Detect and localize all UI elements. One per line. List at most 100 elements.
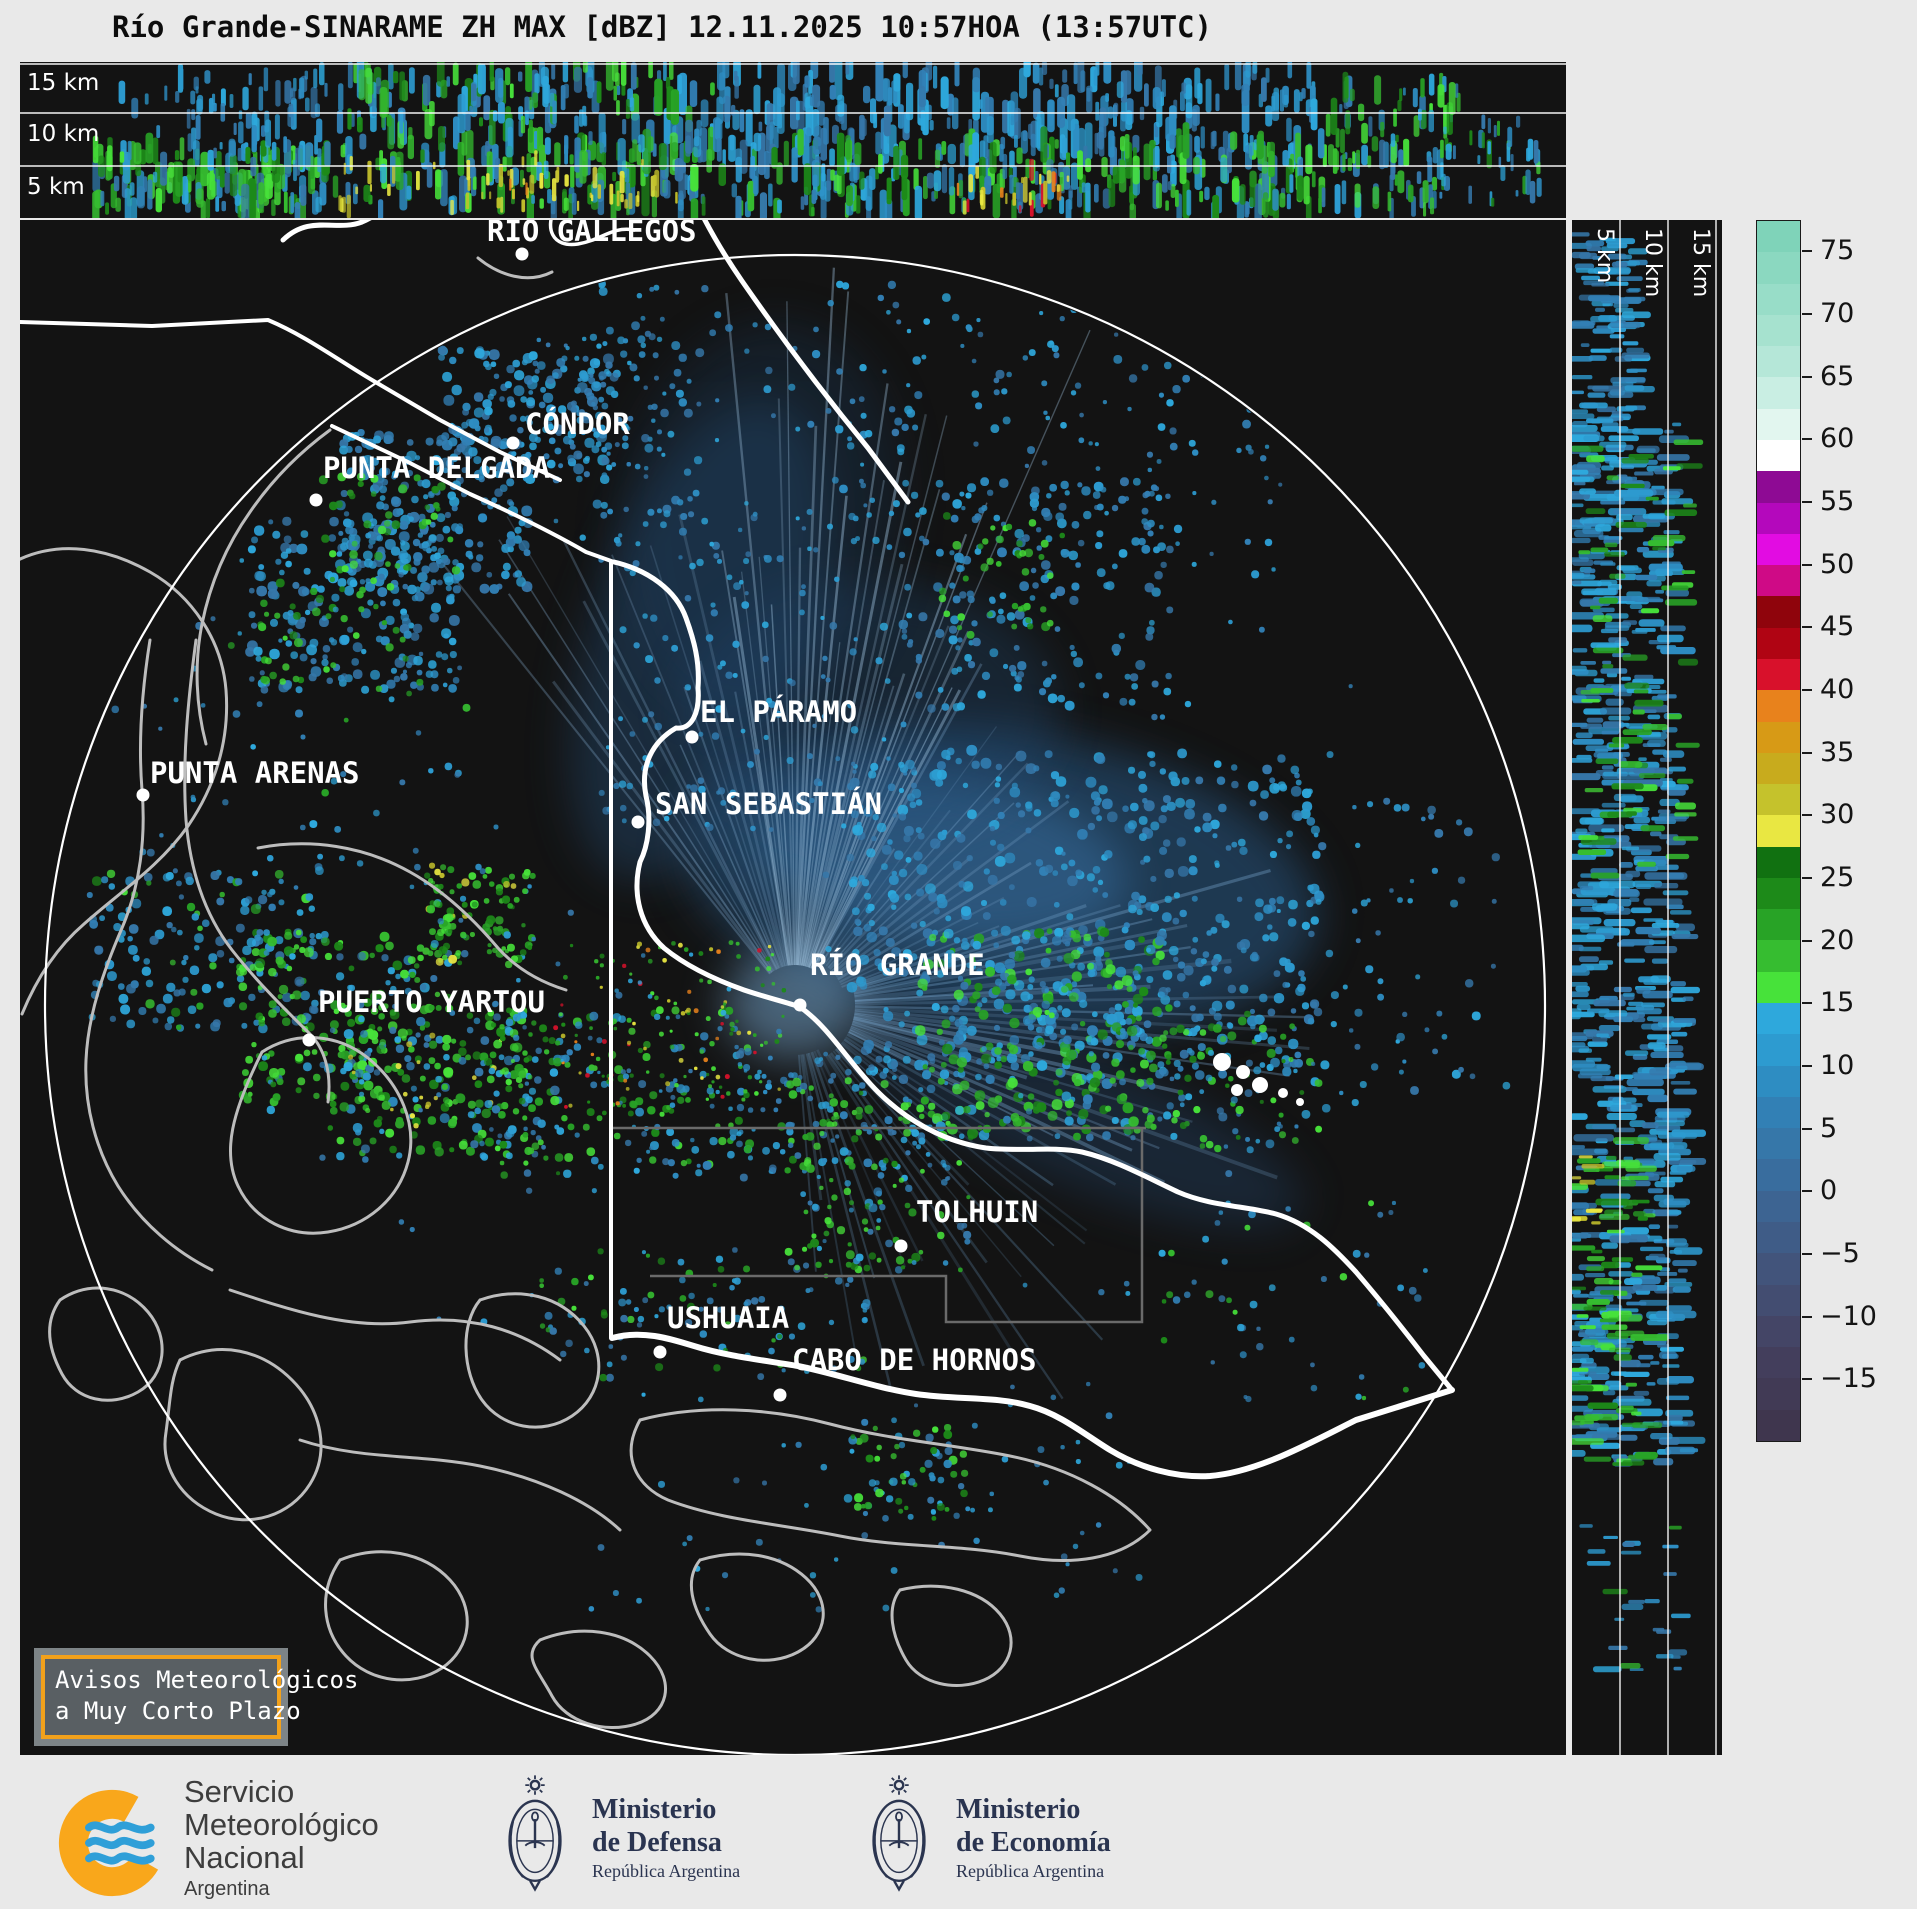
- city-dot-cabo-de-hornos: [773, 1388, 787, 1402]
- colorbar-band: [1757, 1034, 1800, 1066]
- coastline: [48, 1286, 164, 1402]
- radar-spoke: [843, 1038, 1054, 1187]
- coastline: [890, 1584, 1013, 1688]
- radar-spoke: [828, 762, 1029, 970]
- echo-region: [574, 280, 985, 523]
- radar-spoke: [498, 539, 775, 972]
- top-panel-altitude-labels: 15 km 10 km 5 km: [27, 70, 99, 200]
- colorbar-tick-mark: [1802, 1190, 1812, 1193]
- radar-spoke: [797, 495, 848, 966]
- defensa-line-2: de Defensa: [592, 1827, 722, 1858]
- colorbar-tick-mark: [1802, 1315, 1812, 1318]
- colorbar-band: [1757, 408, 1800, 440]
- colorbar-band: [1757, 784, 1800, 816]
- coastline: [330, 424, 616, 564]
- colorbar-band: [1757, 1284, 1800, 1316]
- echo-region: [898, 477, 1174, 713]
- colorbar-band: [1757, 283, 1800, 315]
- colorbar-band: [1757, 502, 1800, 534]
- coastline: [689, 1552, 825, 1662]
- colorbar-tick-label: 40: [1820, 674, 1855, 705]
- echo-region: [257, 577, 424, 692]
- coastline: [20, 318, 562, 482]
- echo-region: [956, 158, 1070, 217]
- radar-spoke: [649, 545, 784, 968]
- colorbar-tick-mark: [1802, 563, 1812, 566]
- radar-spoke: [854, 984, 1151, 1004]
- colorbar-tick-mark: [1802, 250, 1812, 253]
- radar-spoke: [799, 383, 889, 966]
- colorbar-tick-label: 15: [1820, 987, 1855, 1019]
- echo-region: [318, 472, 461, 594]
- radar-spoke: [813, 1050, 907, 1268]
- coastline-gray-layer: [20, 256, 1152, 1729]
- colorbar-band: [1757, 1159, 1800, 1191]
- colorbar-band: [1757, 565, 1800, 597]
- top-panel-altitude-lines: [20, 63, 1566, 167]
- colorbar-tick-label: 55: [1820, 486, 1855, 517]
- altitude-label: 10 km: [27, 121, 99, 147]
- radar-spoke: [806, 673, 906, 968]
- radar-spoke: [507, 593, 773, 973]
- colorbar-band: [1757, 439, 1800, 472]
- colorbar-tick-label: 25: [1820, 862, 1855, 893]
- smn-line-1: Servicio: [184, 1774, 295, 1809]
- colorbar-band: [1757, 1003, 1800, 1035]
- colorbar-tick-mark: [1802, 751, 1812, 754]
- colorbar-tick-mark: [1802, 1378, 1812, 1381]
- colorbar-band: [1757, 846, 1800, 878]
- echo-region: [938, 512, 1065, 639]
- radar-spoke: [838, 1045, 1055, 1247]
- echo-region: [1572, 1155, 1605, 1225]
- dbz-colorbar: 75 70 65 60 55 50 45 40 35 30 25 20 15 10 5 0 −5 −10 −15: [1756, 220, 1916, 1442]
- echo-region: [846, 744, 1325, 1084]
- radar-spoke: [810, 329, 1091, 969]
- coastline: [298, 1438, 622, 1532]
- coastline: [163, 1348, 323, 1522]
- radar-spoke: [837, 861, 1032, 981]
- coastline: [228, 1036, 413, 1235]
- colorbar-band: [1757, 1128, 1800, 1160]
- colorbar-tick-label: 50: [1820, 548, 1855, 580]
- radar-spoke: [850, 1023, 1278, 1180]
- city-dot-el-paramo: [685, 730, 699, 744]
- island: [1231, 1084, 1243, 1096]
- echo-region: [1572, 439, 1704, 879]
- altitude-label: 15 km: [1688, 228, 1713, 297]
- colorbar-tick-mark: [1802, 626, 1812, 629]
- right-panel-altitude-lines: [1619, 220, 1717, 1755]
- coastline: [20, 547, 229, 1016]
- city-dot-punta-arenas: [136, 788, 150, 802]
- colorbar-band: [1757, 877, 1800, 910]
- map-label-rio-grande: RÍO GRANDE: [810, 948, 985, 982]
- radar-spoke: [795, 425, 818, 966]
- colorbar-tick-mark: [1802, 877, 1812, 879]
- radar-spoke: [832, 1050, 1022, 1278]
- echo-region: [1579, 1524, 1691, 1673]
- radar-spoke: [823, 726, 997, 965]
- economia-line-1: Ministerio: [956, 1794, 1081, 1825]
- right-cross-section-panel: 5 km 10 km 15 km: [1572, 220, 1722, 1755]
- colorbar-tick-mark: [1802, 689, 1812, 691]
- echo-region: [1163, 1007, 1323, 1154]
- colorbar-tick-label: 60: [1820, 423, 1855, 455]
- colorbar-band: [1757, 1096, 1800, 1129]
- colorbar-band: [1757, 314, 1800, 347]
- colorbar-band: [1757, 658, 1800, 691]
- colorbar-band: [1757, 471, 1800, 503]
- colorbar-tick-label: 5: [1820, 1112, 1838, 1144]
- echo-region: [1468, 114, 1542, 207]
- echo-region: [843, 1417, 978, 1522]
- radar-spoke: [808, 502, 988, 968]
- echo-region: [716, 122, 1316, 218]
- colorbar-tick-label: 75: [1820, 235, 1855, 267]
- radar-spoke: [835, 883, 973, 978]
- altitude-label: 10 km: [1640, 228, 1665, 297]
- colorbar-tick-label: 70: [1820, 298, 1855, 329]
- right-panel-altitude-labels: 5 km 10 km 15 km: [1592, 228, 1713, 297]
- radar-spoke: [807, 1052, 876, 1279]
- altitude-label: 5 km: [1592, 228, 1617, 283]
- radar-spoke: [725, 292, 793, 966]
- radar-spoke: [809, 625, 950, 969]
- colorbar-band: [1757, 1190, 1800, 1222]
